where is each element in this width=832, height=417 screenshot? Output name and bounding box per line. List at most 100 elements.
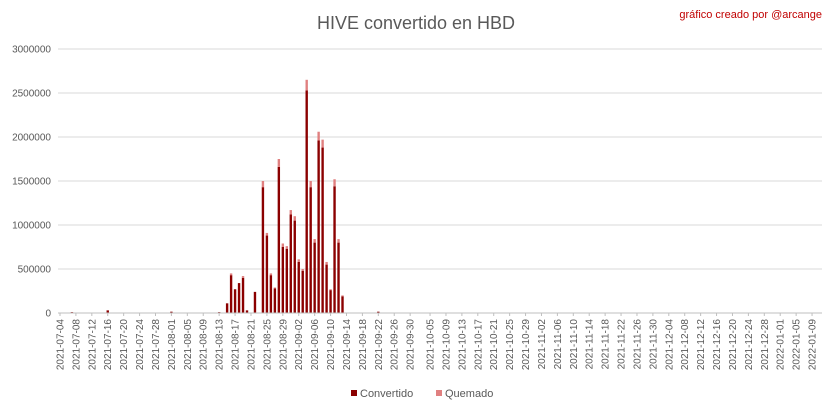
x-tick-label: 2021-10-29 [521,319,532,371]
bar-convertido [321,147,324,313]
bar-convertido [289,214,292,313]
legend: Convertido Quemado [351,388,493,400]
x-tick-label: 2021-09-22 [374,319,385,371]
x-tick-label: 2021-09-26 [390,319,401,371]
bar-convertido [233,289,237,313]
x-tick-label: 2021-11-10 [569,319,580,370]
bar-convertido [281,247,285,313]
legend-label: Convertido [360,388,413,400]
x-tick-label: 2021-07-24 [135,319,146,371]
bar-quemado [305,79,308,91]
x-tick-label: 2022-01-01 [776,319,787,371]
x-tick-label: 2021-11-14 [585,319,596,370]
x-tick-label: 2021-11-30 [648,319,659,370]
bar-convertido [237,283,241,313]
bar-quemado [293,216,296,221]
y-tick-label: 3000000 [12,45,51,56]
x-tick-label: 2021-12-16 [712,319,723,371]
x-tick-label: 2021-12-04 [664,319,675,371]
x-tick-label: 2021-10-05 [426,319,437,371]
bar-convertido [277,166,281,313]
x-tick-label: 2021-09-06 [310,319,321,371]
bar-convertido [329,290,332,313]
bar-convertido [325,264,328,313]
bar-convertido [261,187,265,313]
y-tick-label: 500000 [18,265,52,276]
legend-swatch [351,390,357,396]
bar-convertido [269,275,273,313]
bar-convertido [225,303,229,313]
x-tick-label: 2021-07-28 [151,319,162,371]
legend-label: Quemado [445,388,493,400]
x-tick-label: 2021-08-29 [278,319,289,371]
x-tick-label: 2021-08-25 [262,319,273,371]
bar-convertido [341,296,344,313]
bar-convertido [297,261,300,313]
bar-convertido [377,311,380,313]
bar-convertido [313,242,316,313]
y-tick-label: 1500000 [12,177,51,188]
chart-credit: gráfico creado por @arcange [679,9,822,21]
bar-quemado [313,239,316,243]
x-tick-label: 2021-07-08 [71,319,82,371]
x-tick-label: 2021-07-04 [55,319,66,371]
legend-swatch [436,390,442,396]
bar-quemado [289,210,292,215]
bar-convertido [317,140,320,313]
bars [70,79,380,313]
x-tick-label: 2021-12-20 [728,319,739,371]
bar-convertido [265,235,269,313]
x-tick-label: 2021-12-24 [744,319,755,371]
bar-convertido [285,248,288,313]
bar-convertido [273,288,277,313]
x-tick-label: 2021-12-12 [696,319,707,371]
bar-convertido [305,90,308,313]
x-tick-label: 2021-09-02 [294,319,305,371]
bar-quemado [333,179,336,187]
x-tick-label: 2021-08-09 [199,319,210,371]
x-tick-label: 2021-10-25 [505,319,516,371]
bar-convertido [337,242,340,313]
y-tick-label: 2000000 [12,133,51,144]
x-tick-label: 2021-09-30 [406,319,417,371]
bar-convertido [170,311,173,313]
x-tick-label: 2021-07-20 [119,319,130,371]
x-tick-label: 2021-11-22 [617,319,628,370]
x-tick-label: 2022-01-05 [792,319,803,371]
bar-quemado [229,273,233,276]
y-tick-label: 2500000 [12,89,51,100]
bar-quemado [269,273,273,276]
x-tick-label: 2021-09-18 [358,319,369,371]
x-tick-label: 2021-10-09 [441,319,452,371]
bar-quemado [341,295,344,297]
x-tick-label: 2021-11-06 [553,319,564,370]
bar-convertido [253,291,257,313]
x-tick-label: 2021-08-21 [246,319,257,371]
bar-quemado [337,239,340,243]
x-tick-label: 2021-10-17 [473,319,484,371]
bar-quemado [285,246,288,249]
bar-convertido [245,310,249,313]
gridlines [58,48,822,270]
bar-quemado [317,131,320,141]
bar-quemado [325,261,328,265]
x-tick-label: 2021-11-18 [601,319,612,370]
x-tick-label: 2022-01-09 [808,319,819,371]
bar-convertido [241,277,245,313]
bar-convertido [106,310,109,313]
bar-quemado [329,289,332,291]
bar-convertido [293,220,296,313]
bar-quemado [301,269,304,271]
y-tick-label: 0 [45,309,51,320]
bar-quemado [265,232,269,236]
bar-quemado [297,259,300,262]
x-tick-label: 2021-08-17 [231,319,242,371]
y-tick-label: 1000000 [12,221,51,232]
bar-quemado [309,181,312,188]
bar-quemado [273,287,277,289]
bar-quemado [261,181,265,188]
y-axis-ticks: 0 500000 1000000 1500000 2000000 2500000 30000… [12,45,51,320]
bar-quemado [241,276,245,278]
